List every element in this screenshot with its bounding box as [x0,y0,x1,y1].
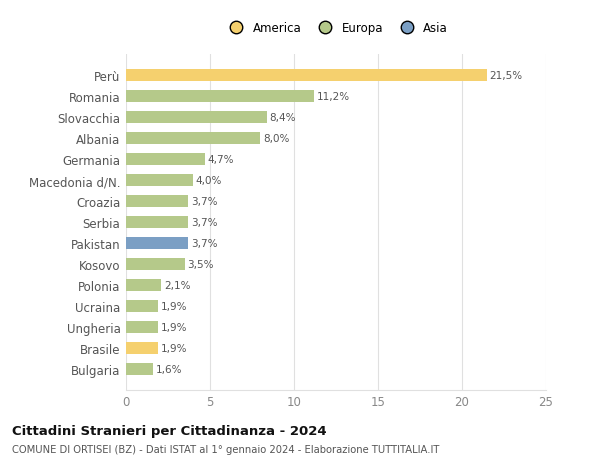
Bar [126,217,188,229]
Text: 1,9%: 1,9% [160,322,187,332]
Text: 1,6%: 1,6% [155,364,182,374]
Text: Cittadini Stranieri per Cittadinanza - 2024: Cittadini Stranieri per Cittadinanza - 2… [12,425,326,437]
Text: 21,5%: 21,5% [490,71,523,81]
Bar [126,70,487,82]
Text: 4,7%: 4,7% [208,155,234,165]
Bar [126,280,161,291]
Bar [126,259,185,270]
Bar [126,196,188,207]
Bar [126,112,267,123]
Text: 4,0%: 4,0% [196,176,222,186]
Bar [126,238,188,249]
Text: 2,1%: 2,1% [164,280,190,291]
Text: 1,9%: 1,9% [160,302,187,311]
Bar [126,322,158,333]
Bar [126,91,314,103]
Text: 3,7%: 3,7% [191,239,217,248]
Bar [126,301,158,312]
Bar [126,364,153,375]
Text: 8,4%: 8,4% [269,113,296,123]
Bar [126,342,158,354]
Bar [126,133,260,145]
Legend: America, Europa, Asia: America, Europa, Asia [220,17,452,40]
Text: 3,7%: 3,7% [191,197,217,207]
Bar [126,175,193,186]
Text: 3,5%: 3,5% [187,259,214,269]
Bar [126,154,205,166]
Text: 3,7%: 3,7% [191,218,217,228]
Text: 8,0%: 8,0% [263,134,289,144]
Text: 1,9%: 1,9% [160,343,187,353]
Text: 11,2%: 11,2% [317,92,350,102]
Text: COMUNE DI ORTISEI (BZ) - Dati ISTAT al 1° gennaio 2024 - Elaborazione TUTTITALIA: COMUNE DI ORTISEI (BZ) - Dati ISTAT al 1… [12,444,439,454]
